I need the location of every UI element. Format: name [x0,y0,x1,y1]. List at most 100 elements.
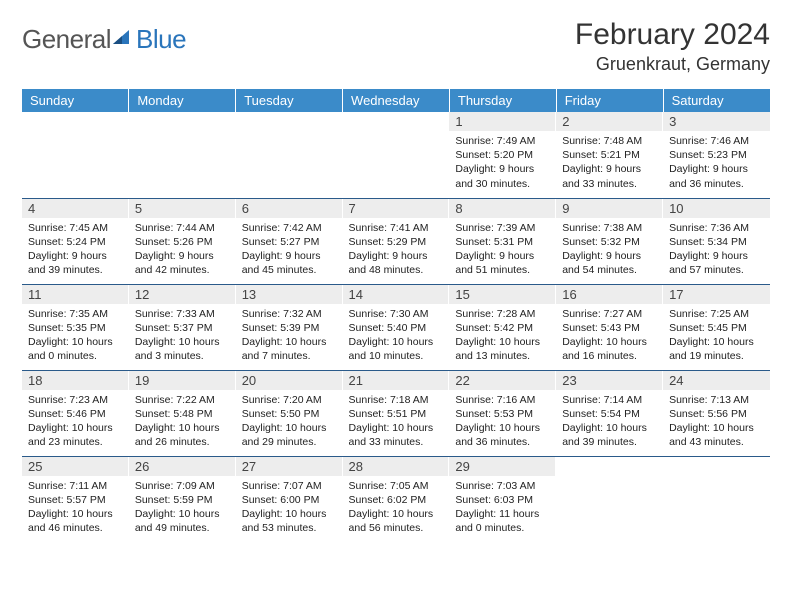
daylight-text: Daylight: 10 hours and 0 minutes. [28,335,123,363]
daylight-text: Daylight: 10 hours and 33 minutes. [349,421,444,449]
day-number: 26 [129,457,236,476]
weekday-tuesday: Tuesday [236,89,343,112]
calendar-cell [236,112,343,198]
sunset-text: Sunset: 5:50 PM [242,407,337,421]
day-data: Sunrise: 7:32 AMSunset: 5:39 PMDaylight:… [236,304,343,366]
daylight-text: Daylight: 10 hours and 7 minutes. [242,335,337,363]
sunset-text: Sunset: 5:54 PM [562,407,657,421]
daylight-text: Daylight: 9 hours and 33 minutes. [562,162,657,190]
sunset-text: Sunset: 5:21 PM [562,148,657,162]
day-number: 23 [556,371,663,390]
day-data: Sunrise: 7:30 AMSunset: 5:40 PMDaylight:… [343,304,450,366]
calendar-cell: 22Sunrise: 7:16 AMSunset: 5:53 PMDayligh… [449,370,556,456]
sunset-text: Sunset: 5:45 PM [669,321,764,335]
daylight-text: Daylight: 9 hours and 51 minutes. [455,249,550,277]
day-data: Sunrise: 7:20 AMSunset: 5:50 PMDaylight:… [236,390,343,452]
calendar-week-row: 18Sunrise: 7:23 AMSunset: 5:46 PMDayligh… [22,370,770,456]
daylight-text: Daylight: 10 hours and 56 minutes. [349,507,444,535]
sunrise-text: Sunrise: 7:32 AM [242,307,337,321]
calendar-cell: 2Sunrise: 7:48 AMSunset: 5:21 PMDaylight… [556,112,663,198]
daylight-text: Daylight: 9 hours and 39 minutes. [28,249,123,277]
sunrise-text: Sunrise: 7:27 AM [562,307,657,321]
day-number [129,112,236,116]
day-data: Sunrise: 7:11 AMSunset: 5:57 PMDaylight:… [22,476,129,538]
sunset-text: Sunset: 5:40 PM [349,321,444,335]
day-number: 4 [22,199,129,218]
day-data: Sunrise: 7:14 AMSunset: 5:54 PMDaylight:… [556,390,663,452]
day-data: Sunrise: 7:16 AMSunset: 5:53 PMDaylight:… [449,390,556,452]
day-number: 22 [449,371,556,390]
sunrise-text: Sunrise: 7:30 AM [349,307,444,321]
day-data: Sunrise: 7:23 AMSunset: 5:46 PMDaylight:… [22,390,129,452]
day-number: 16 [556,285,663,304]
sunrise-text: Sunrise: 7:11 AM [28,479,123,493]
daylight-text: Daylight: 10 hours and 46 minutes. [28,507,123,535]
day-data: Sunrise: 7:44 AMSunset: 5:26 PMDaylight:… [129,218,236,280]
calendar-cell [343,112,450,198]
day-number: 9 [556,199,663,218]
sunrise-text: Sunrise: 7:39 AM [455,221,550,235]
calendar-cell: 8Sunrise: 7:39 AMSunset: 5:31 PMDaylight… [449,198,556,284]
day-number: 18 [22,371,129,390]
day-number: 7 [343,199,450,218]
sunrise-text: Sunrise: 7:49 AM [455,134,550,148]
calendar-week-row: 4Sunrise: 7:45 AMSunset: 5:24 PMDaylight… [22,198,770,284]
header: General Blue February 2024 Gruenkraut, G… [22,18,770,75]
daylight-text: Daylight: 10 hours and 13 minutes. [455,335,550,363]
day-number [343,112,450,116]
calendar-cell: 27Sunrise: 7:07 AMSunset: 6:00 PMDayligh… [236,456,343,542]
sunset-text: Sunset: 5:23 PM [669,148,764,162]
calendar-cell [22,112,129,198]
sunset-text: Sunset: 5:42 PM [455,321,550,335]
day-number: 14 [343,285,450,304]
day-number: 11 [22,285,129,304]
brand-logo: General Blue [22,24,186,55]
day-number: 10 [663,199,770,218]
day-data: Sunrise: 7:41 AMSunset: 5:29 PMDaylight:… [343,218,450,280]
sunrise-text: Sunrise: 7:45 AM [28,221,123,235]
calendar-cell: 24Sunrise: 7:13 AMSunset: 5:56 PMDayligh… [663,370,770,456]
day-number: 2 [556,112,663,131]
calendar-cell: 25Sunrise: 7:11 AMSunset: 5:57 PMDayligh… [22,456,129,542]
sunset-text: Sunset: 6:00 PM [242,493,337,507]
day-data: Sunrise: 7:49 AMSunset: 5:20 PMDaylight:… [449,131,556,193]
day-data: Sunrise: 7:36 AMSunset: 5:34 PMDaylight:… [663,218,770,280]
day-data: Sunrise: 7:45 AMSunset: 5:24 PMDaylight:… [22,218,129,280]
day-number: 27 [236,457,343,476]
brand-sail-icon [111,26,133,53]
day-data: Sunrise: 7:13 AMSunset: 5:56 PMDaylight:… [663,390,770,452]
sunrise-text: Sunrise: 7:48 AM [562,134,657,148]
calendar-cell [663,456,770,542]
day-data: Sunrise: 7:39 AMSunset: 5:31 PMDaylight:… [449,218,556,280]
sunset-text: Sunset: 5:39 PM [242,321,337,335]
daylight-text: Daylight: 10 hours and 16 minutes. [562,335,657,363]
day-number: 1 [449,112,556,131]
day-data: Sunrise: 7:46 AMSunset: 5:23 PMDaylight:… [663,131,770,193]
daylight-text: Daylight: 10 hours and 19 minutes. [669,335,764,363]
calendar-cell [556,456,663,542]
day-number [22,112,129,116]
sunset-text: Sunset: 5:31 PM [455,235,550,249]
calendar-cell: 15Sunrise: 7:28 AMSunset: 5:42 PMDayligh… [449,284,556,370]
sunrise-text: Sunrise: 7:18 AM [349,393,444,407]
day-data: Sunrise: 7:03 AMSunset: 6:03 PMDaylight:… [449,476,556,538]
sunset-text: Sunset: 5:59 PM [135,493,230,507]
day-data: Sunrise: 7:48 AMSunset: 5:21 PMDaylight:… [556,131,663,193]
daylight-text: Daylight: 11 hours and 0 minutes. [455,507,550,535]
weekday-monday: Monday [129,89,236,112]
calendar-cell: 13Sunrise: 7:32 AMSunset: 5:39 PMDayligh… [236,284,343,370]
sunrise-text: Sunrise: 7:36 AM [669,221,764,235]
sunset-text: Sunset: 5:20 PM [455,148,550,162]
day-number [663,457,770,461]
daylight-text: Daylight: 9 hours and 30 minutes. [455,162,550,190]
weekday-wednesday: Wednesday [343,89,450,112]
weekday-sunday: Sunday [22,89,129,112]
daylight-text: Daylight: 10 hours and 49 minutes. [135,507,230,535]
day-data: Sunrise: 7:38 AMSunset: 5:32 PMDaylight:… [556,218,663,280]
sunset-text: Sunset: 5:24 PM [28,235,123,249]
calendar-cell: 11Sunrise: 7:35 AMSunset: 5:35 PMDayligh… [22,284,129,370]
sunset-text: Sunset: 5:29 PM [349,235,444,249]
day-number: 20 [236,371,343,390]
day-number: 19 [129,371,236,390]
weekday-friday: Friday [556,89,663,112]
